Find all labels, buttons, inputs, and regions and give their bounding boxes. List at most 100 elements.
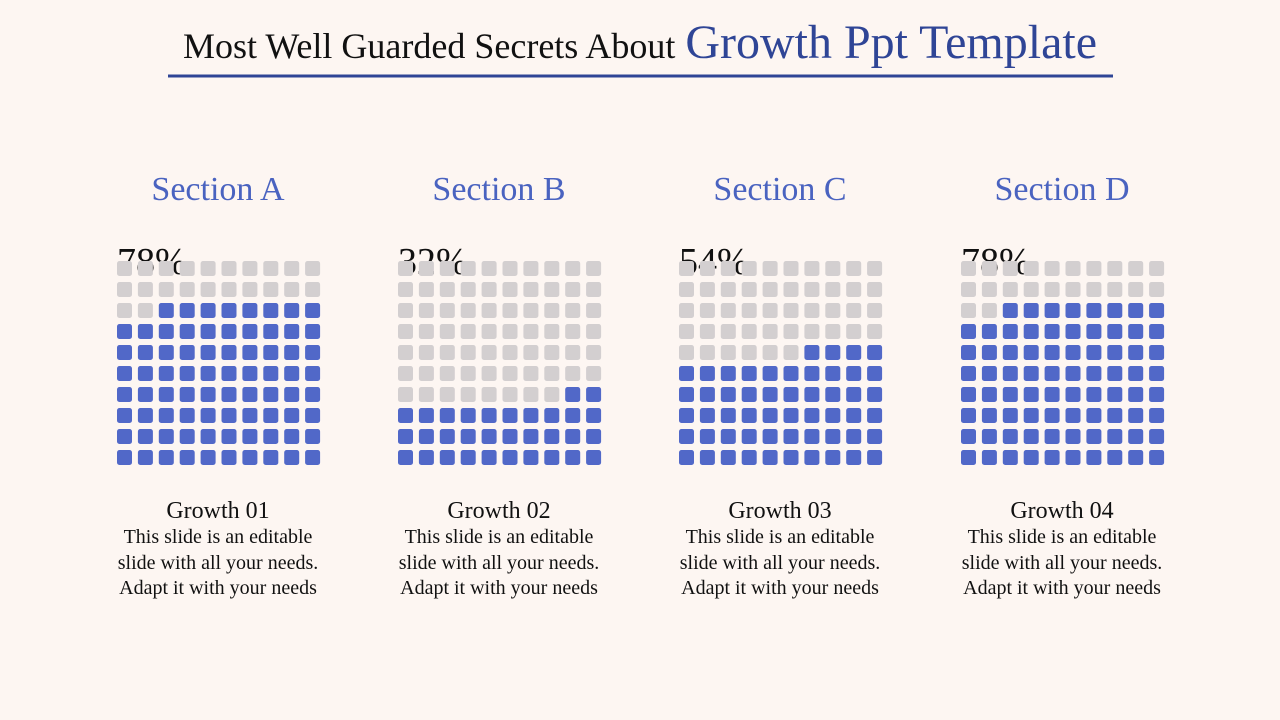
waffle-cell-empty <box>460 387 476 402</box>
waffle-cell-filled <box>586 429 602 444</box>
waffle-cell-empty <box>523 387 539 402</box>
waffle-cell-filled <box>544 408 560 423</box>
waffle-cell-filled <box>305 450 321 465</box>
waffle-cell-filled <box>481 450 497 465</box>
waffle-cell-filled <box>741 429 757 444</box>
waffle-cell-filled <box>460 429 476 444</box>
waffle-cell-empty <box>867 303 883 318</box>
waffle-cell-filled <box>263 450 279 465</box>
waffle-cell-filled <box>1065 450 1081 465</box>
waffle-cell-filled <box>1065 387 1081 402</box>
waffle-cell-empty <box>544 261 560 276</box>
waffle-cell-filled <box>699 450 715 465</box>
description: This slide is an editable slide with all… <box>117 526 319 600</box>
waffle-cell-filled <box>1002 303 1018 318</box>
waffle-cell-filled <box>961 387 976 402</box>
waffle-cell-filled <box>179 324 195 339</box>
waffle-cell-filled <box>1149 345 1165 360</box>
waffle-cell-filled <box>398 450 413 465</box>
waffle-cell-filled <box>439 429 455 444</box>
waffle-cell-filled <box>502 408 518 423</box>
waffle-cell-filled <box>1086 366 1102 381</box>
waffle-cell-filled <box>1065 303 1081 318</box>
waffle-cell-empty <box>1002 282 1018 297</box>
waffle-cell-filled <box>961 408 976 423</box>
waffle-cell-filled <box>1086 387 1102 402</box>
waffle-cell-filled <box>565 450 581 465</box>
waffle-cell-filled <box>1128 303 1144 318</box>
waffle-cell-filled <box>720 366 736 381</box>
waffle-cell-filled <box>783 387 799 402</box>
waffle-cell-filled <box>1149 408 1165 423</box>
waffle-cell-filled <box>762 429 778 444</box>
waffle-cell-filled <box>586 408 602 423</box>
waffle-cell-empty <box>846 303 862 318</box>
waffle-cell-empty <box>586 324 602 339</box>
waffle-cell-filled <box>221 303 237 318</box>
waffle-cell-filled <box>305 387 321 402</box>
waffle-cell-empty <box>586 366 602 381</box>
waffle-cell-filled <box>1107 387 1123 402</box>
waffle-cell-filled <box>117 429 132 444</box>
waffle-cell-filled <box>1065 324 1081 339</box>
waffle-cell-filled <box>1086 303 1102 318</box>
waffle-cell-filled <box>804 345 820 360</box>
waffle-cell-empty <box>439 282 455 297</box>
waffle-cell-filled <box>679 366 694 381</box>
waffle-cell-filled <box>1065 366 1081 381</box>
waffle-cell-filled <box>117 345 132 360</box>
waffle-cell-filled <box>284 387 300 402</box>
waffle-cell-filled <box>1023 366 1039 381</box>
waffle-cell-empty <box>699 282 715 297</box>
waffle-cell-empty <box>586 282 602 297</box>
waffle-cell-filled <box>305 324 321 339</box>
waffle-cell-empty <box>804 303 820 318</box>
waffle-cell-filled <box>804 387 820 402</box>
waffle-cell-filled <box>981 450 997 465</box>
waffle-cell-empty <box>699 324 715 339</box>
waffle-cell-empty <box>720 303 736 318</box>
waffle-cell-empty <box>502 366 518 381</box>
waffle-cell-filled <box>117 366 132 381</box>
waffle-cell-filled <box>1002 387 1018 402</box>
waffle-cell-empty <box>200 282 216 297</box>
waffle-cell-filled <box>1107 429 1123 444</box>
waffle-cell-filled <box>867 408 883 423</box>
waffle-cell-filled <box>762 387 778 402</box>
waffle-cell-empty <box>1044 261 1060 276</box>
waffle-cell-filled <box>1128 324 1144 339</box>
waffle-cell-empty <box>846 261 862 276</box>
waffle-cell-empty <box>804 324 820 339</box>
waffle-cell-filled <box>679 429 694 444</box>
waffle-cell-filled <box>1086 450 1102 465</box>
waffle-cell-empty <box>418 387 434 402</box>
waffle-cell-empty <box>586 261 602 276</box>
waffle-cell-filled <box>305 303 321 318</box>
waffle-cell-filled <box>762 408 778 423</box>
waffle-cell-filled <box>867 387 883 402</box>
waffle-cell-empty <box>523 324 539 339</box>
waffle-cell-filled <box>117 387 132 402</box>
waffle-cell-filled <box>200 366 216 381</box>
waffle-cell-filled <box>158 408 174 423</box>
waffle-cell-filled <box>117 324 132 339</box>
waffle-cell-filled <box>1107 303 1123 318</box>
waffle-cell-filled <box>1023 324 1039 339</box>
waffle-cell-filled <box>439 450 455 465</box>
waffle-cell-filled <box>961 345 976 360</box>
waffle-cell-filled <box>200 303 216 318</box>
waffle-cell-empty <box>242 282 258 297</box>
waffle-cell-filled <box>565 387 581 402</box>
waffle-cell-empty <box>783 303 799 318</box>
waffle-cell-filled <box>1128 408 1144 423</box>
waffle-cell-filled <box>783 429 799 444</box>
waffle-cell-filled <box>846 387 862 402</box>
waffle-cell-filled <box>762 366 778 381</box>
waffle-cell-empty <box>720 261 736 276</box>
waffle-cell-filled <box>1044 303 1060 318</box>
waffle-cell-filled <box>242 387 258 402</box>
waffle-cell-filled <box>158 450 174 465</box>
waffle-cell-filled <box>586 450 602 465</box>
waffle-cell-empty <box>523 261 539 276</box>
waffle-cell-filled <box>981 324 997 339</box>
